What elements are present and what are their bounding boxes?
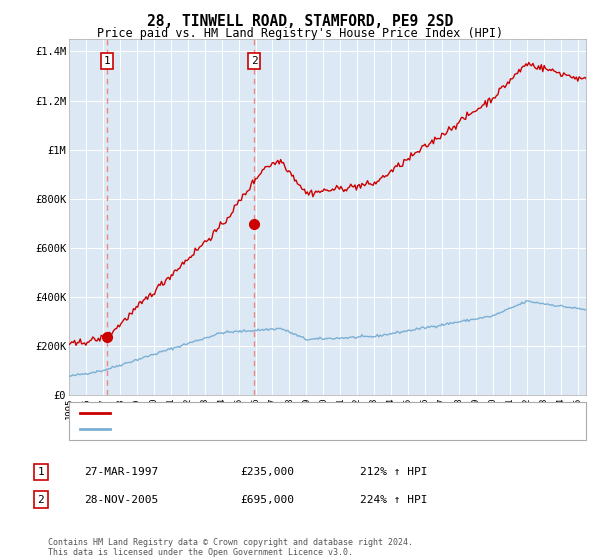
Text: 2: 2 — [37, 494, 44, 505]
Text: 212% ↑ HPI: 212% ↑ HPI — [360, 467, 427, 477]
Text: £695,000: £695,000 — [240, 494, 294, 505]
Text: Price paid vs. HM Land Registry's House Price Index (HPI): Price paid vs. HM Land Registry's House … — [97, 27, 503, 40]
Text: 28-NOV-2005: 28-NOV-2005 — [84, 494, 158, 505]
Text: 2: 2 — [251, 56, 257, 66]
Text: 224% ↑ HPI: 224% ↑ HPI — [360, 494, 427, 505]
Text: £235,000: £235,000 — [240, 467, 294, 477]
Text: 1: 1 — [37, 467, 44, 477]
Text: Contains HM Land Registry data © Crown copyright and database right 2024.
This d: Contains HM Land Registry data © Crown c… — [48, 538, 413, 557]
Text: 28, TINWELL ROAD, STAMFORD, PE9 2SD (detached house): 28, TINWELL ROAD, STAMFORD, PE9 2SD (det… — [116, 408, 441, 418]
Text: HPI: Average price, detached house, South Kesteven: HPI: Average price, detached house, Sout… — [116, 424, 428, 434]
Text: 1: 1 — [103, 56, 110, 66]
Text: 28, TINWELL ROAD, STAMFORD, PE9 2SD: 28, TINWELL ROAD, STAMFORD, PE9 2SD — [147, 14, 453, 29]
Text: 27-MAR-1997: 27-MAR-1997 — [84, 467, 158, 477]
